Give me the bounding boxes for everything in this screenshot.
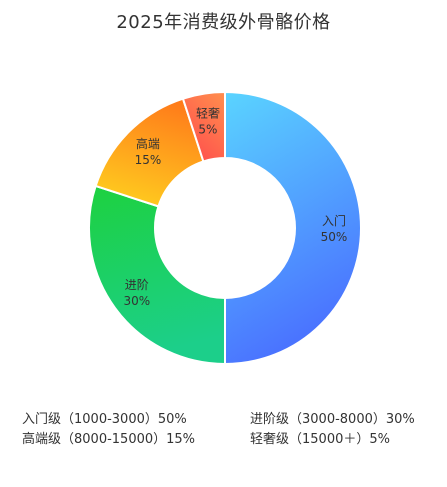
slice-label-entry: 入门 bbox=[322, 213, 346, 228]
labels-group: 入门 50% 进阶 30% 高端 15% 轻奢 5% bbox=[123, 106, 347, 308]
slice-light-luxury[interactable] bbox=[181, 90, 226, 163]
slice-label-high-end: 高端 bbox=[136, 136, 160, 151]
slice-percent-light-luxury: 5% bbox=[198, 122, 217, 136]
slice-label-advanced: 进阶 bbox=[125, 278, 149, 292]
legend-item-high-end[interactable]: 高端级（8000-15000）15% bbox=[22, 432, 196, 447]
legend-item-advanced[interactable]: 进阶级（3000-8000）30% bbox=[250, 412, 415, 427]
legend-item-light-luxury[interactable]: 轻奢级（15000＋）5% bbox=[250, 432, 390, 447]
slice-percent-advanced: 30% bbox=[123, 294, 150, 308]
slice-advanced[interactable] bbox=[88, 184, 226, 366]
slice-label-light-luxury: 轻奢 bbox=[196, 106, 220, 120]
slice-percent-high-end: 15% bbox=[135, 153, 162, 167]
legend: 入门级（1000-3000）50% 进阶级（3000-8000）30% 高端级（… bbox=[22, 412, 442, 448]
slices-group bbox=[88, 90, 362, 366]
legend-item-entry[interactable]: 入门级（1000-3000）50% bbox=[22, 412, 187, 427]
slice-entry[interactable] bbox=[224, 90, 362, 366]
slice-percent-entry: 50% bbox=[321, 230, 348, 244]
chart-title: 2025年消费级外骨骼价格 bbox=[116, 12, 331, 33]
